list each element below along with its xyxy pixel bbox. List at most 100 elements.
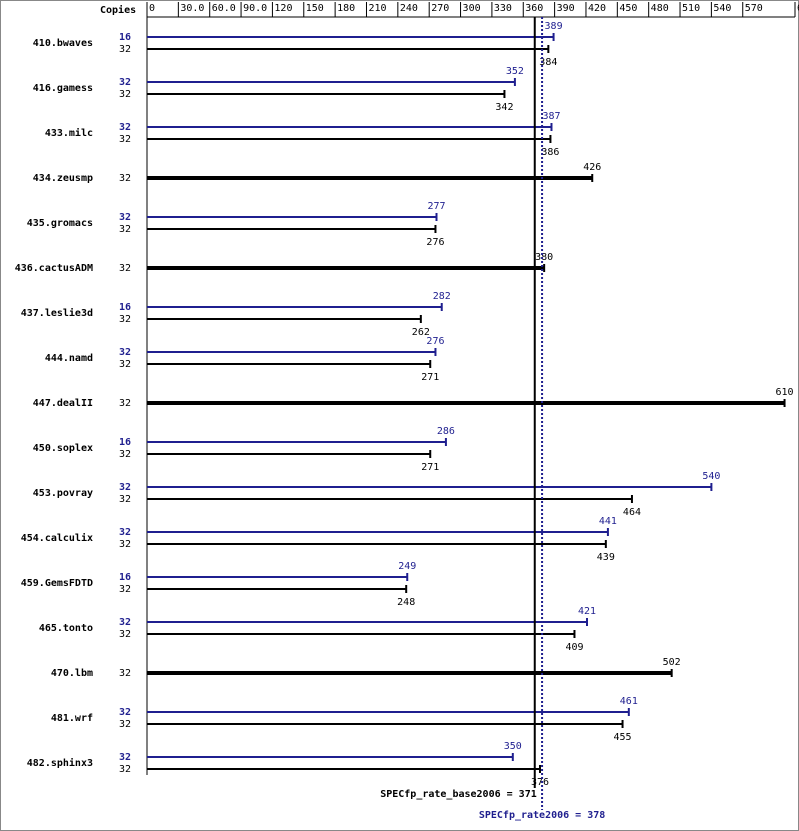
copies-label: 32 (119, 134, 131, 145)
value-label: 276 (426, 237, 444, 248)
x-tick-label: 30.0 (180, 3, 204, 14)
copies-label: 16 (119, 572, 131, 583)
copies-label: 32 (119, 173, 131, 184)
x-tick-label: 330 (494, 3, 512, 14)
x-tick-label: 510 (682, 3, 700, 14)
copies-label: 32 (119, 314, 131, 325)
value-label: 409 (565, 642, 583, 653)
copies-label: 32 (119, 224, 131, 235)
value-label: 277 (427, 201, 445, 212)
x-tick-label: 420 (588, 3, 606, 14)
value-label: 389 (545, 21, 563, 32)
benchmark-label: 481.wrf (51, 713, 93, 724)
value-label: 342 (495, 102, 513, 113)
copies-label: 16 (119, 302, 131, 313)
benchmark-label: 444.namd (45, 353, 93, 364)
x-tick-label: 300 (463, 3, 481, 14)
x-tick-label: 620 (797, 3, 799, 14)
benchmark-label: 453.povray (33, 488, 93, 499)
value-label: 249 (398, 561, 416, 572)
benchmark-label: 447.dealII (33, 398, 93, 409)
value-label: 502 (663, 657, 681, 668)
benchmark-label: 470.lbm (51, 668, 93, 679)
reference-label: SPECfp_rate2006 = 378 (479, 810, 605, 821)
benchmark-label: 482.sphinx3 (27, 757, 93, 769)
copies-label: 32 (119, 212, 131, 223)
value-label: 286 (437, 426, 455, 437)
value-label: 248 (397, 597, 415, 608)
reference-label: SPECfp_rate_base2006 = 371 (380, 789, 537, 800)
copies-label: 32 (119, 764, 131, 775)
x-tick-label: 540 (713, 3, 731, 14)
x-tick-label: 0 (149, 3, 155, 14)
benchmark-label: 434.zeusmp (33, 173, 93, 184)
x-tick-label: 480 (651, 3, 669, 14)
x-tick-label: 210 (368, 3, 386, 14)
x-tick-label: 180 (337, 3, 355, 14)
benchmark-label: 436.cactusADM (15, 263, 93, 274)
x-tick-label: 450 (619, 3, 637, 14)
copies-label: 32 (119, 77, 131, 88)
x-tick-label: 90.0 (243, 3, 267, 14)
value-label: 282 (433, 291, 451, 302)
value-label: 271 (421, 372, 439, 383)
value-label: 262 (412, 327, 430, 338)
value-label: 380 (535, 252, 553, 263)
copies-label: 32 (119, 539, 131, 550)
copies-label: 16 (119, 32, 131, 43)
copies-label: 16 (119, 437, 131, 448)
benchmark-label: 465.tonto (39, 623, 93, 634)
copies-label: 32 (119, 122, 131, 133)
copies-label: 32 (119, 263, 131, 274)
x-tick-label: 60.0 (212, 3, 236, 14)
copies-label: 32 (119, 449, 131, 460)
copies-label: 32 (119, 89, 131, 100)
copies-label: 32 (119, 482, 131, 493)
value-label: 271 (421, 462, 439, 473)
value-label: 276 (426, 336, 444, 347)
copies-label: 32 (119, 719, 131, 730)
value-label: 461 (620, 696, 638, 707)
x-tick-label: 270 (431, 3, 449, 14)
value-label: 350 (504, 741, 522, 752)
x-tick-label: 360 (525, 3, 543, 14)
benchmark-label: 459.GemsFDTD (21, 578, 93, 589)
copies-label: 32 (119, 584, 131, 595)
value-label: 464 (623, 507, 641, 518)
value-label: 426 (583, 162, 601, 173)
x-tick-label: 570 (745, 3, 763, 14)
copies-label: 32 (119, 398, 131, 409)
copies-label: 32 (119, 44, 131, 55)
benchmark-label: 433.milc (45, 127, 93, 139)
value-label: 376 (531, 777, 549, 788)
x-tick-label: 240 (400, 3, 418, 14)
copies-label: 32 (119, 617, 131, 628)
value-label: 387 (542, 111, 560, 122)
value-label: 384 (539, 57, 557, 68)
value-label: 610 (776, 387, 794, 398)
copies-label: 32 (119, 629, 131, 640)
benchmark-label: 435.gromacs (27, 218, 93, 229)
x-tick-label: 150 (306, 3, 324, 14)
copies-label: 32 (119, 359, 131, 370)
x-tick-label: 390 (557, 3, 575, 14)
value-label: 439 (597, 552, 615, 563)
copies-label: 32 (119, 668, 131, 679)
benchmark-label: 416.gamess (33, 83, 93, 94)
value-label: 352 (506, 66, 524, 77)
value-label: 421 (578, 606, 596, 617)
x-tick-label: 120 (274, 3, 292, 14)
copies-label: 32 (119, 707, 131, 718)
benchmark-label: 437.leslie3d (21, 307, 93, 319)
value-label: 455 (614, 732, 632, 743)
copies-label: 32 (119, 752, 131, 763)
copies-header: Copies (100, 4, 136, 16)
benchmark-label: 410.bwaves (33, 38, 93, 49)
benchmark-label: 454.calculix (21, 532, 93, 544)
copies-label: 32 (119, 494, 131, 505)
value-label: 441 (599, 516, 617, 527)
benchmark-label: 450.soplex (33, 443, 93, 454)
copies-label: 32 (119, 527, 131, 538)
value-label: 540 (702, 471, 720, 482)
